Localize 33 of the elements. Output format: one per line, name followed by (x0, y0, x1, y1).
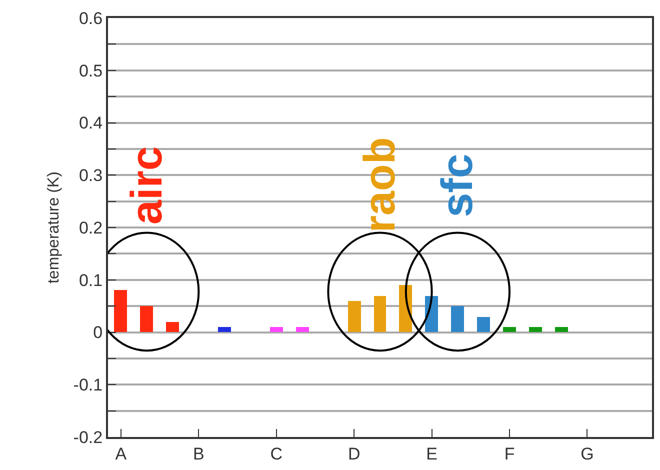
bar (166, 322, 179, 332)
x-tick-label: B (193, 444, 204, 464)
x-tick-label: F (504, 444, 515, 464)
y-tick-label: 0.4 (78, 114, 103, 133)
bar (140, 306, 153, 332)
x-tick-label: E (426, 444, 438, 464)
y-tick-label: 0 (93, 323, 103, 342)
y-tick-label: 0.5 (78, 61, 103, 80)
bar (348, 301, 361, 332)
y-axis-title: temperature (K) (46, 171, 63, 284)
y-tick-label: -0.2 (73, 428, 103, 447)
text: sfc (433, 154, 482, 218)
x-tick-label: A (115, 444, 128, 464)
text: raob (355, 137, 404, 233)
bar (477, 317, 490, 332)
x-tick-label: G (580, 444, 594, 464)
y-tick-label: -0.1 (73, 376, 103, 395)
bar (296, 327, 309, 332)
y-tick-label: 0.1 (78, 270, 103, 290)
x-tick-label: C (270, 444, 283, 464)
bar (529, 327, 542, 332)
bar (270, 327, 283, 332)
y-tick-label: 0.3 (78, 166, 103, 186)
y-tick-label: 0.2 (78, 218, 103, 238)
bar (218, 327, 231, 332)
x-tick-label: D (348, 444, 360, 464)
bar (451, 306, 464, 332)
bar (555, 327, 568, 332)
bar (503, 327, 516, 332)
y-tick-label: 0.6 (78, 8, 103, 28)
text: airc (122, 146, 172, 224)
bar (374, 296, 386, 332)
bar (114, 290, 127, 332)
